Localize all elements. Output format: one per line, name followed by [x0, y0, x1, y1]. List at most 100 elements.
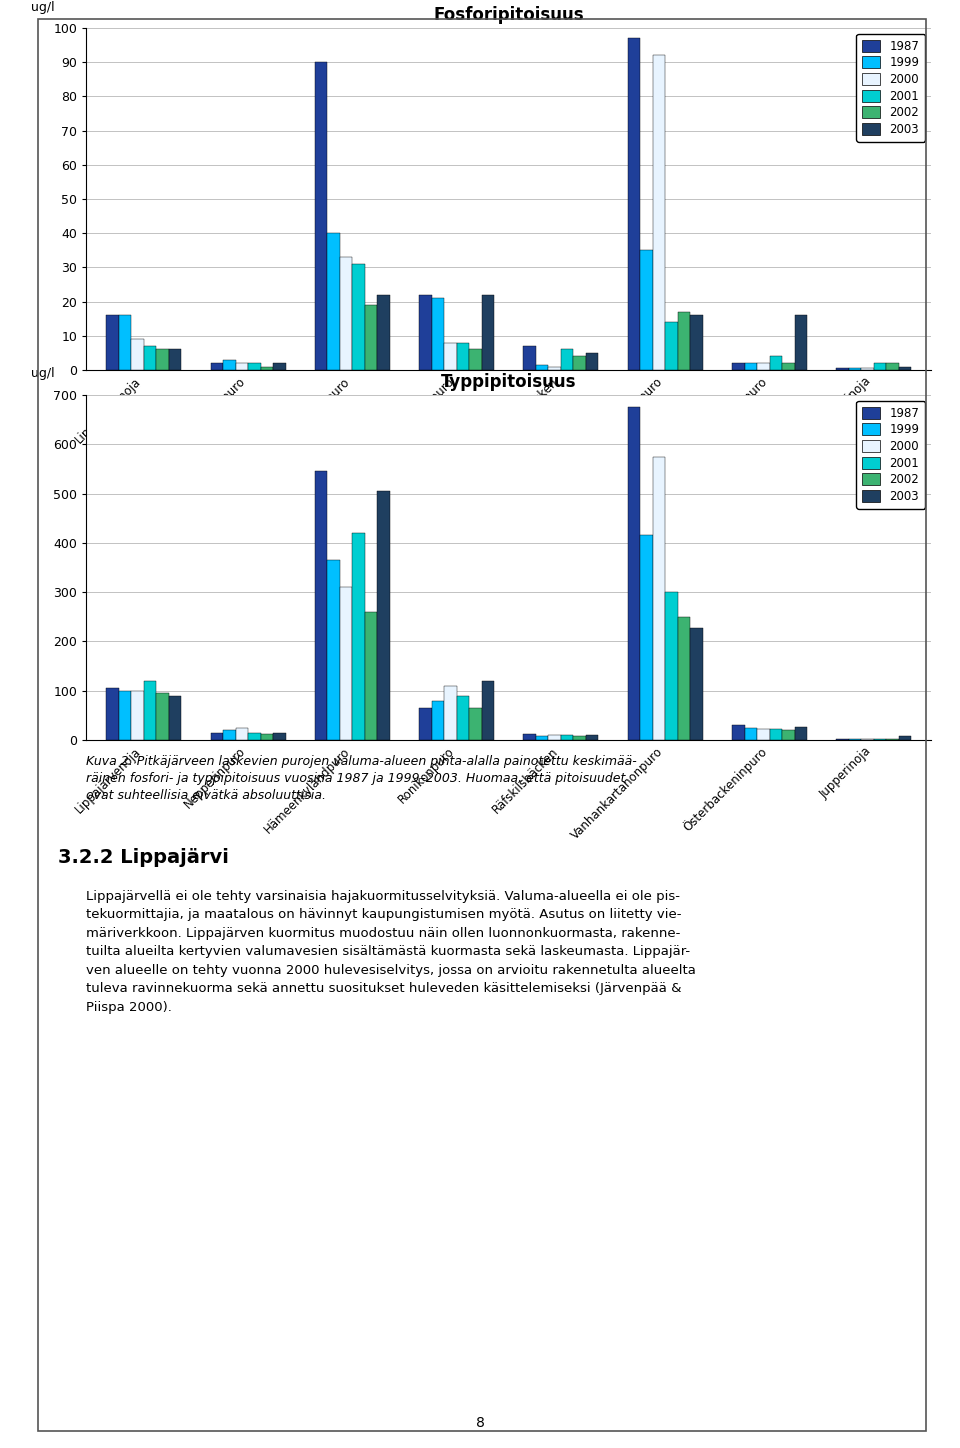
Bar	[260, 366, 273, 371]
Bar	[770, 730, 782, 740]
Bar	[548, 736, 561, 740]
Bar	[757, 363, 770, 371]
Bar	[690, 316, 703, 371]
Title: Fosforipitoisuus: Fosforipitoisuus	[434, 6, 584, 23]
Bar	[678, 311, 690, 371]
Bar	[899, 366, 911, 371]
Bar	[457, 695, 469, 740]
Bar	[782, 363, 795, 371]
Bar	[745, 728, 757, 740]
Bar	[315, 472, 327, 740]
Bar	[327, 233, 340, 371]
Bar	[352, 533, 365, 740]
Bar	[573, 736, 586, 740]
Bar	[107, 316, 119, 371]
Bar	[886, 738, 899, 740]
Bar	[561, 736, 573, 740]
Bar	[795, 316, 807, 371]
Bar	[432, 701, 444, 740]
Bar	[327, 560, 340, 740]
Bar	[861, 368, 874, 371]
Text: Lippajärvellä ei ole tehty varsinaisia hajakuormitusselvityksiä. Valuma-alueella: Lippajärvellä ei ole tehty varsinaisia h…	[86, 891, 696, 1014]
Bar	[523, 346, 536, 371]
Bar	[377, 295, 390, 371]
Legend: 1987, 1999, 2000, 2001, 2002, 2003: 1987, 1999, 2000, 2001, 2002, 2003	[856, 33, 925, 142]
Bar	[273, 363, 286, 371]
Bar	[757, 730, 770, 740]
Bar	[745, 363, 757, 371]
Bar	[260, 734, 273, 740]
Title: Typpipitoisuus: Typpipitoisuus	[441, 372, 577, 391]
Bar	[640, 536, 653, 740]
Bar	[365, 613, 377, 740]
Bar	[444, 686, 457, 740]
Bar	[235, 363, 248, 371]
Bar	[899, 736, 911, 740]
Bar	[732, 725, 745, 740]
Bar	[782, 730, 795, 740]
Bar	[248, 733, 260, 740]
Bar	[653, 456, 665, 740]
Bar	[482, 681, 494, 740]
Bar	[340, 258, 352, 371]
Bar	[665, 592, 678, 740]
Bar	[132, 339, 144, 371]
Bar	[469, 349, 482, 371]
Bar	[874, 738, 886, 740]
Bar	[628, 407, 640, 740]
Bar	[420, 708, 432, 740]
Bar	[548, 366, 561, 371]
Bar	[144, 681, 156, 740]
Bar	[690, 627, 703, 740]
Bar	[849, 738, 861, 740]
Bar	[874, 363, 886, 371]
Bar	[107, 688, 119, 740]
Bar	[340, 588, 352, 740]
Legend: 1987, 1999, 2000, 2001, 2002, 2003: 1987, 1999, 2000, 2001, 2002, 2003	[856, 401, 925, 508]
Bar	[432, 298, 444, 371]
Bar	[420, 295, 432, 371]
Bar	[223, 359, 235, 371]
Bar	[169, 695, 181, 740]
Bar	[469, 708, 482, 740]
Bar	[482, 295, 494, 371]
Bar	[144, 346, 156, 371]
Bar	[365, 306, 377, 371]
Bar	[678, 617, 690, 740]
Bar	[849, 368, 861, 371]
Bar	[210, 363, 223, 371]
Bar	[573, 356, 586, 371]
Bar	[586, 736, 598, 740]
Text: 3.2.2 Lippajärvi: 3.2.2 Lippajärvi	[58, 849, 228, 867]
Bar	[886, 363, 899, 371]
Bar	[536, 365, 548, 371]
Bar	[770, 356, 782, 371]
Bar	[665, 321, 678, 371]
Bar	[836, 368, 849, 371]
Bar	[586, 353, 598, 371]
Bar	[444, 343, 457, 371]
Bar	[352, 264, 365, 371]
Bar	[156, 694, 169, 740]
Bar	[523, 734, 536, 740]
Bar	[119, 316, 132, 371]
Bar	[377, 491, 390, 740]
Bar	[315, 62, 327, 371]
Bar	[119, 691, 132, 740]
Bar	[653, 55, 665, 371]
Bar	[640, 251, 653, 371]
Bar	[561, 349, 573, 371]
Bar	[628, 38, 640, 371]
Bar	[861, 738, 874, 740]
Bar	[156, 349, 169, 371]
Bar	[169, 349, 181, 371]
Text: ug/l: ug/l	[32, 0, 55, 13]
Bar	[457, 343, 469, 371]
Bar	[248, 363, 260, 371]
Bar	[132, 691, 144, 740]
Text: ug/l: ug/l	[32, 368, 55, 381]
Text: Kuva 2. Pitkäjärveen laskevien purojen valuma-alueen pinta-alalla painotettu kes: Kuva 2. Pitkäjärveen laskevien purojen v…	[86, 754, 637, 802]
Bar	[732, 363, 745, 371]
Bar	[536, 736, 548, 740]
Bar	[210, 733, 223, 740]
